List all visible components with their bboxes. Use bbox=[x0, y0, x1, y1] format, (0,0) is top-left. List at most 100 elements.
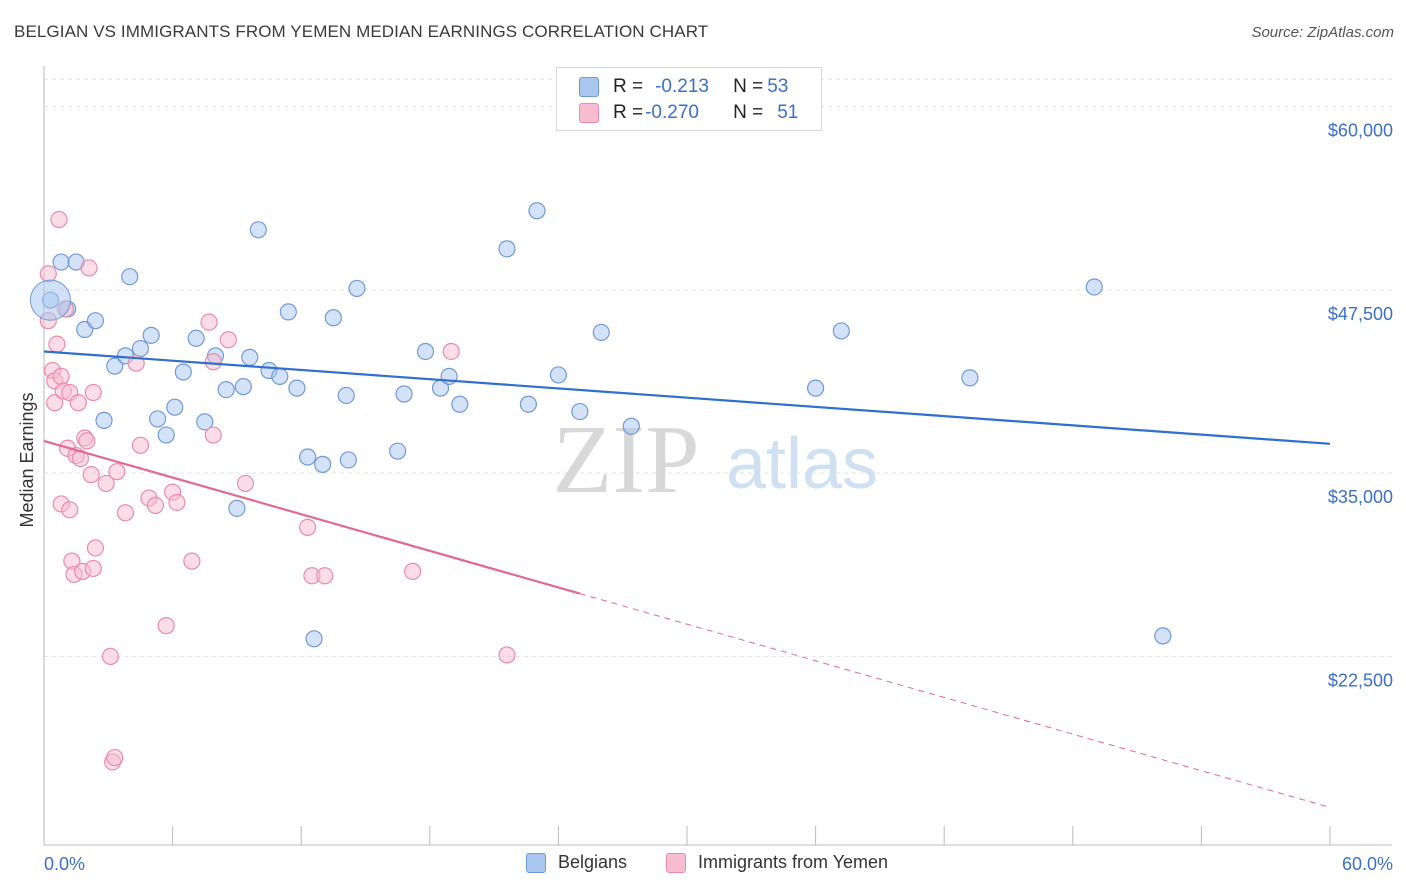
belgians-point bbox=[234, 378, 252, 396]
belgians-point bbox=[95, 411, 113, 429]
belgians-point bbox=[1085, 278, 1103, 296]
yemen-swatch bbox=[579, 103, 599, 123]
x-tick-labels: 0.0% 60.0% bbox=[44, 854, 1393, 874]
belgians-point bbox=[395, 385, 413, 403]
belgians-point bbox=[416, 342, 435, 361]
yemen-point bbox=[204, 426, 222, 444]
y-tick-label: $35,000 bbox=[1328, 487, 1393, 507]
n-value: 51 bbox=[777, 102, 799, 123]
r-label: R = bbox=[613, 102, 644, 123]
legend-item-belgians[interactable]: Belgians bbox=[526, 852, 627, 873]
x-tick-label-max: 60.0% bbox=[1342, 854, 1393, 874]
y-tick-labels: $22,500 $35,000 $47,500 $60,000 bbox=[1328, 121, 1393, 691]
yemen-point bbox=[299, 518, 317, 536]
watermark: ZIP atlas bbox=[553, 406, 879, 514]
legend-label: Immigrants from Yemen bbox=[698, 852, 889, 872]
yemen-point bbox=[106, 748, 124, 767]
yemen-point bbox=[316, 567, 334, 585]
y-tick-label: $47,500 bbox=[1328, 304, 1393, 324]
x-tick-label-min: 0.0% bbox=[44, 854, 85, 874]
belgians-point bbox=[549, 366, 568, 384]
yemen-point bbox=[101, 647, 120, 666]
belgians-point bbox=[131, 339, 150, 358]
belgians-point bbox=[228, 499, 246, 517]
series-legend: Belgians Immigrants from Yemen bbox=[0, 852, 1406, 878]
yemen-point bbox=[498, 646, 516, 664]
belgians-point bbox=[498, 240, 516, 258]
belgians-point bbox=[348, 279, 366, 298]
correlation-legend: R = -0.213 N = 53 R = -0.270 N = 51 bbox=[556, 67, 822, 131]
r-label: R = bbox=[613, 76, 644, 97]
yemen-point bbox=[61, 501, 79, 519]
yemen-point bbox=[78, 432, 96, 450]
yemen-point bbox=[183, 552, 201, 570]
belgians-point bbox=[142, 326, 160, 344]
belgians-point bbox=[52, 253, 70, 271]
yemen-point bbox=[236, 474, 255, 493]
belgians-point bbox=[519, 395, 537, 413]
yemen-point bbox=[84, 383, 102, 402]
belgians-point bbox=[279, 303, 297, 321]
axes bbox=[43, 66, 1392, 846]
yemen-point bbox=[46, 394, 64, 412]
belgians-point bbox=[187, 329, 205, 347]
belgians-point bbox=[299, 448, 317, 466]
belgians-point bbox=[324, 309, 342, 327]
belgians-point bbox=[832, 322, 850, 340]
belgians-point bbox=[174, 363, 192, 381]
r-value: -0.213 bbox=[655, 76, 709, 97]
yemen-point bbox=[219, 331, 237, 349]
legend-item-yemen[interactable]: Immigrants from Yemen bbox=[666, 852, 888, 873]
y-axis-label: Median Earnings bbox=[17, 392, 37, 527]
grid-lines bbox=[44, 78, 1392, 657]
belgians-swatch bbox=[526, 852, 546, 873]
yemen-trend-line-extension bbox=[579, 593, 1331, 808]
belgians-point bbox=[622, 417, 640, 435]
yemen-point bbox=[108, 463, 126, 481]
yemen-point bbox=[86, 539, 105, 557]
belgians-point bbox=[1154, 627, 1172, 645]
belgians-point bbox=[451, 395, 469, 413]
yemen-point bbox=[50, 210, 68, 229]
belgians-point bbox=[961, 369, 979, 387]
belgians-point bbox=[271, 367, 289, 385]
yemen-point bbox=[146, 496, 165, 515]
belgians-point bbox=[86, 312, 105, 330]
r-value: -0.270 bbox=[645, 102, 699, 123]
belgians-point bbox=[166, 398, 184, 416]
yemen-point bbox=[82, 466, 100, 484]
chart-title: BELGIAN VS IMMIGRANTS FROM YEMEN MEDIAN … bbox=[14, 22, 709, 41]
belgians-point bbox=[196, 413, 214, 431]
belgians-point bbox=[305, 630, 323, 648]
y-tick-label: $22,500 bbox=[1328, 670, 1393, 690]
yemen-point bbox=[442, 342, 460, 361]
y-tick-label: $60,000 bbox=[1328, 121, 1393, 141]
yemen-point bbox=[97, 474, 115, 493]
belgians-point bbox=[592, 323, 610, 342]
watermark-atlas: atlas bbox=[726, 424, 878, 504]
belgians-point bbox=[389, 442, 407, 460]
belgians-point bbox=[121, 268, 139, 286]
belgians-point bbox=[241, 348, 259, 366]
belgians-point bbox=[806, 379, 825, 397]
yemen-trend-line bbox=[43, 439, 581, 595]
yemen-point bbox=[168, 493, 186, 512]
legend-row-belgians: R = -0.213 N = 53 bbox=[579, 75, 788, 99]
n-label: N = bbox=[733, 76, 764, 97]
belgians-swatch bbox=[579, 77, 599, 97]
belgians-point bbox=[314, 455, 332, 473]
yemen-point bbox=[39, 265, 57, 283]
belgians-point bbox=[249, 221, 267, 239]
yemen-point bbox=[404, 562, 422, 580]
yemen-swatch bbox=[666, 852, 686, 873]
legend-label: Belgians bbox=[558, 852, 628, 872]
yemen-point bbox=[48, 335, 66, 353]
yemen-point bbox=[131, 436, 150, 454]
belgians-point bbox=[337, 386, 355, 405]
yemen-point bbox=[204, 353, 222, 371]
data-points bbox=[29, 202, 1172, 771]
yemen-point bbox=[200, 313, 218, 331]
yemen-point bbox=[80, 259, 98, 277]
belgians-point bbox=[148, 410, 167, 428]
